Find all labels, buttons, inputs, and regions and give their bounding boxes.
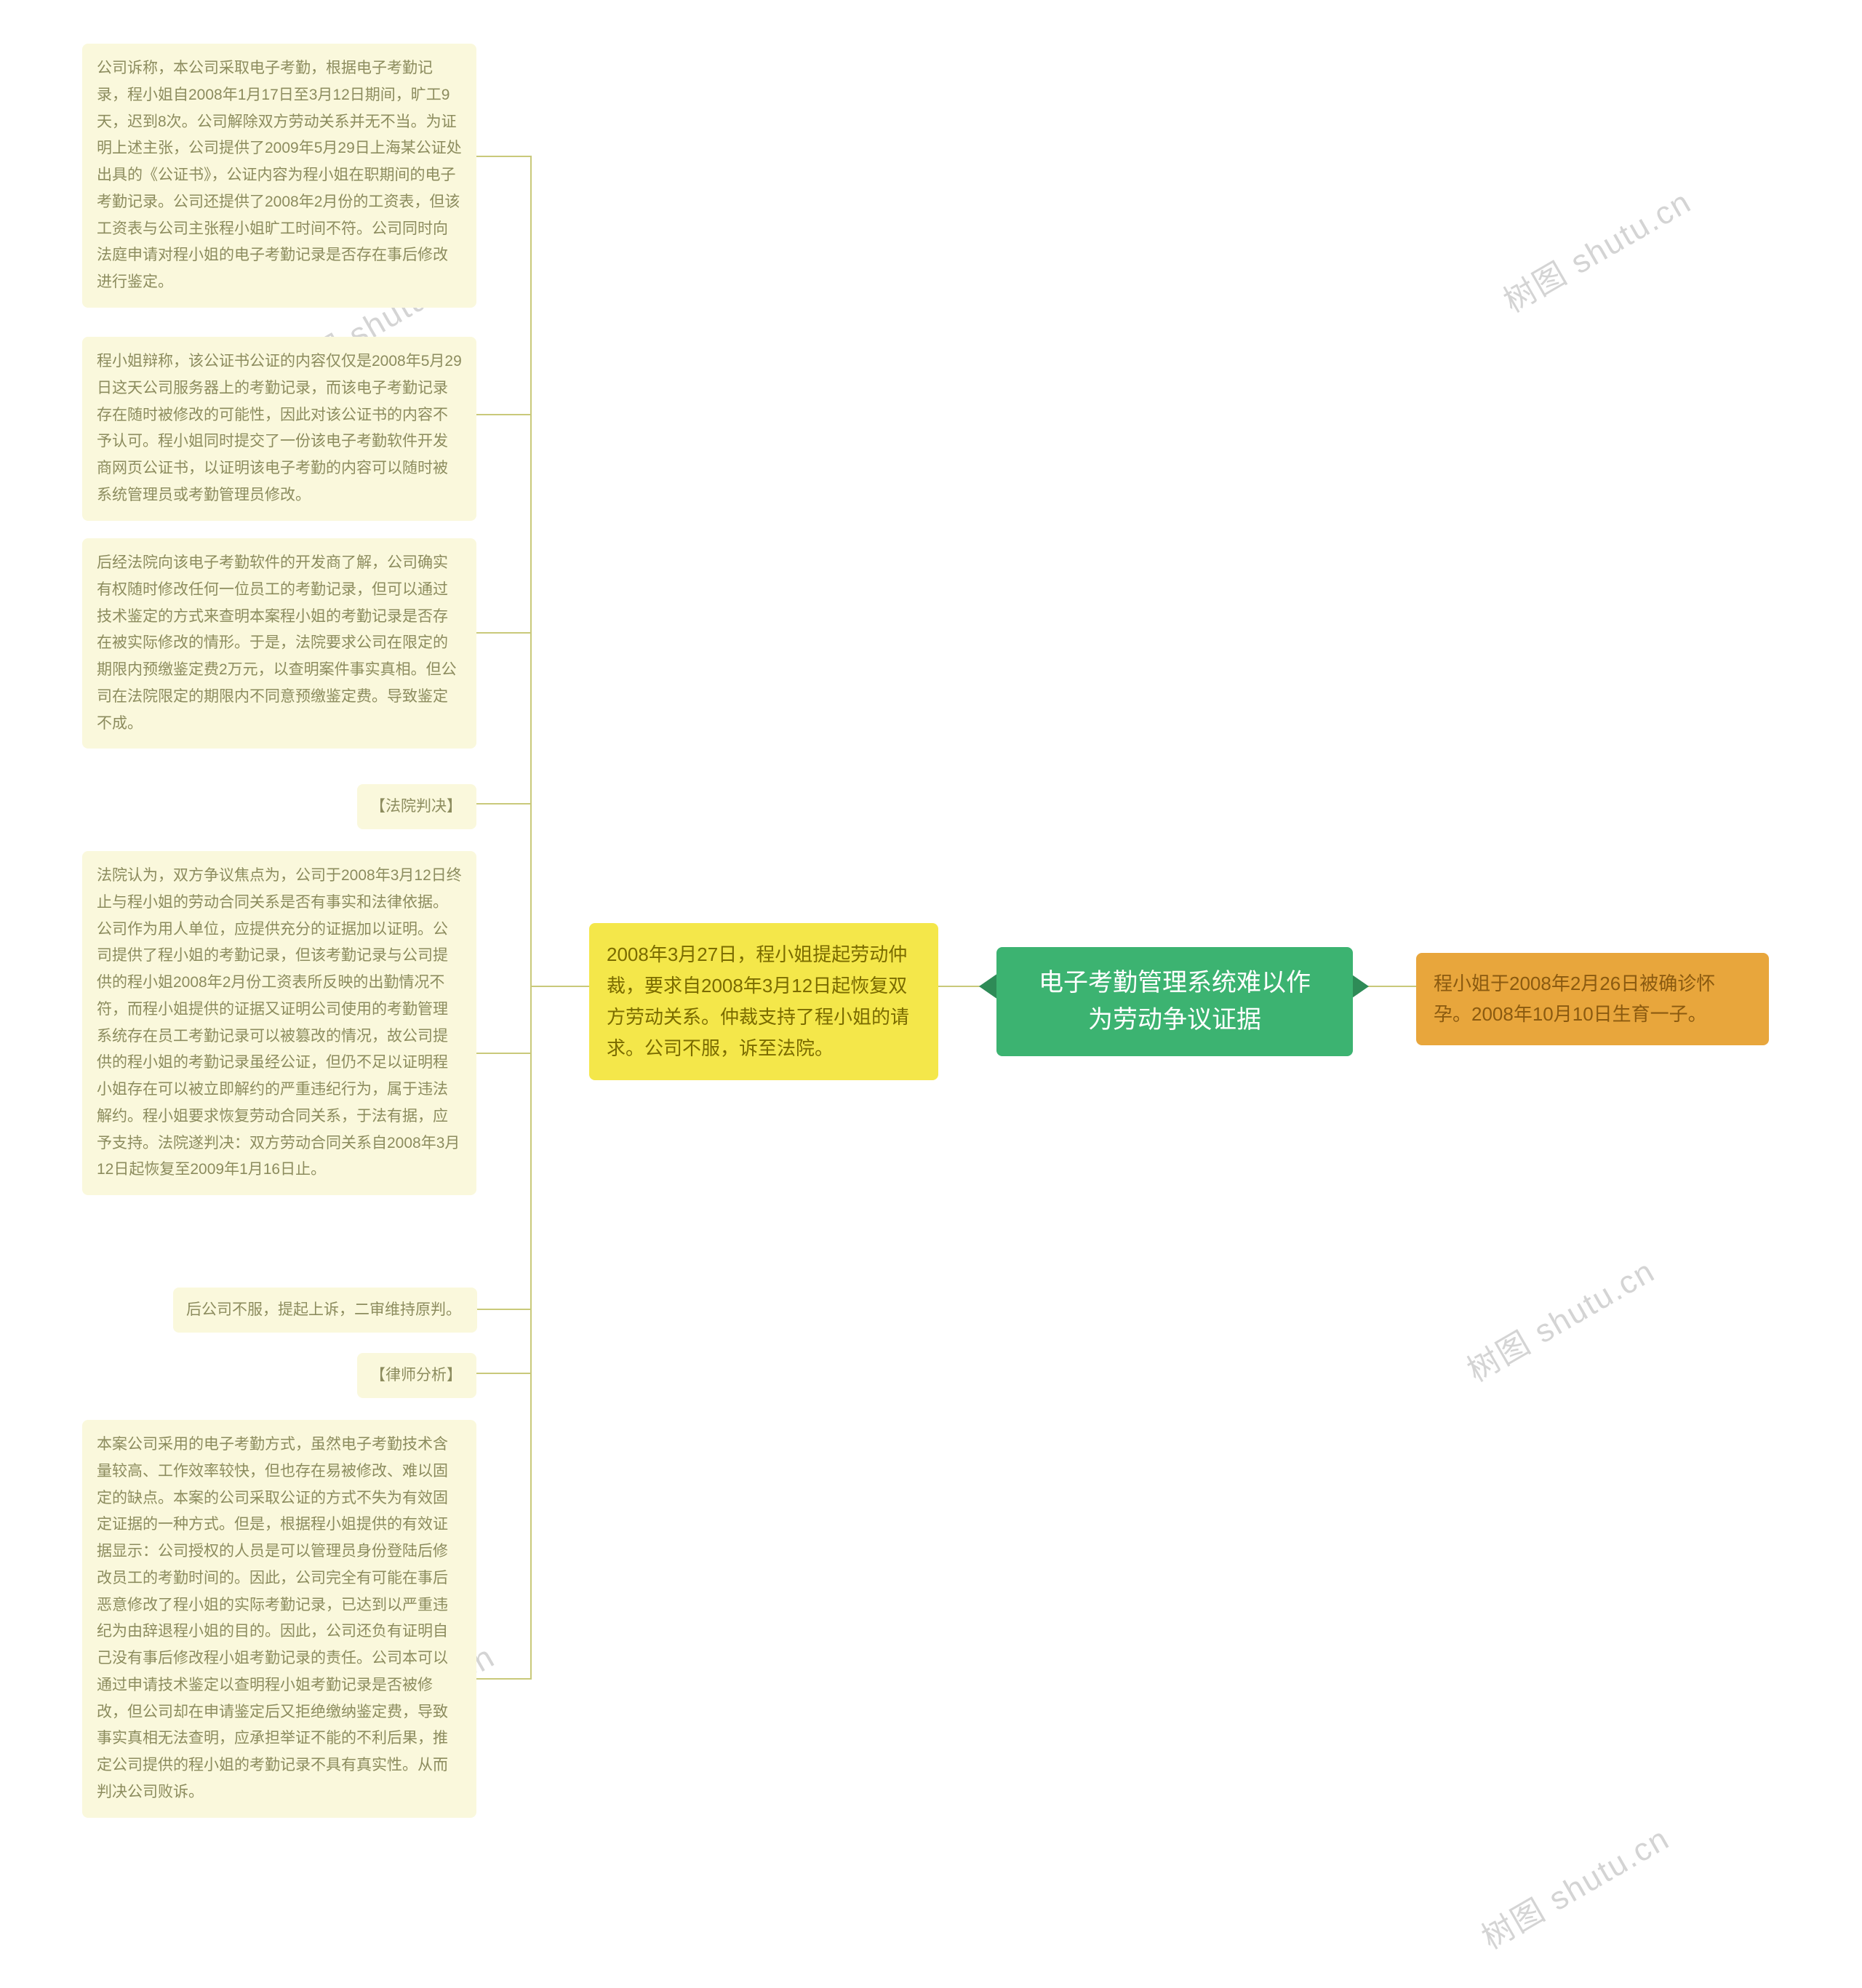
detail-node-7: 【律师分析】 [357, 1353, 476, 1398]
detail-node-2: 程小姐辩称，该公证书公证的内容仅仅是2008年5月29日这天公司服务器上的考勤记… [82, 337, 476, 521]
central-line2: 为劳动争议证据 [1088, 1006, 1261, 1034]
central-triangle-right [1350, 973, 1372, 999]
central-line1: 电子考勤管理系统难以作 [1039, 969, 1311, 997]
right-main-node: 程小姐于2008年2月26日被确诊怀孕。2008年10月10日生育一子。 [1416, 953, 1769, 1045]
watermark: 树图 shutu.cn [1493, 176, 1698, 322]
detail-node-3: 后经法院向该电子考勤软件的开发商了解，公司确实有权随时修改任何一位员工的考勤记录… [82, 538, 476, 749]
detail-node-8: 本案公司采用的电子考勤方式，虽然电子考勤技术含量较高、工作效率较快，但也存在易被… [82, 1420, 476, 1818]
detail-node-4: 【法院判决】 [357, 784, 476, 829]
detail-node-5: 法院认为，双方争议焦点为，公司于2008年3月12日终止与程小姐的劳动合同关系是… [82, 851, 476, 1195]
central-node: 电子考勤管理系统难以作 为劳动争议证据 [996, 947, 1353, 1056]
detail-node-1: 公司诉称，本公司采取电子考勤，根据电子考勤记录，程小姐自2008年1月17日至3… [82, 44, 476, 308]
watermark: 树图 shutu.cn [1457, 1245, 1662, 1391]
left-main-node: 2008年3月27日，程小姐提起劳动仲裁，要求自2008年3月12日起恢复双方劳… [589, 923, 938, 1080]
watermark: 树图 shutu.cn [1471, 1813, 1677, 1958]
detail-node-6: 后公司不服，提起上诉，二审维持原判。 [173, 1288, 477, 1333]
